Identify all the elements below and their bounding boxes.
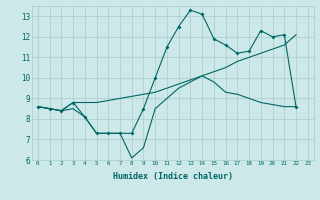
- X-axis label: Humidex (Indice chaleur): Humidex (Indice chaleur): [113, 172, 233, 181]
